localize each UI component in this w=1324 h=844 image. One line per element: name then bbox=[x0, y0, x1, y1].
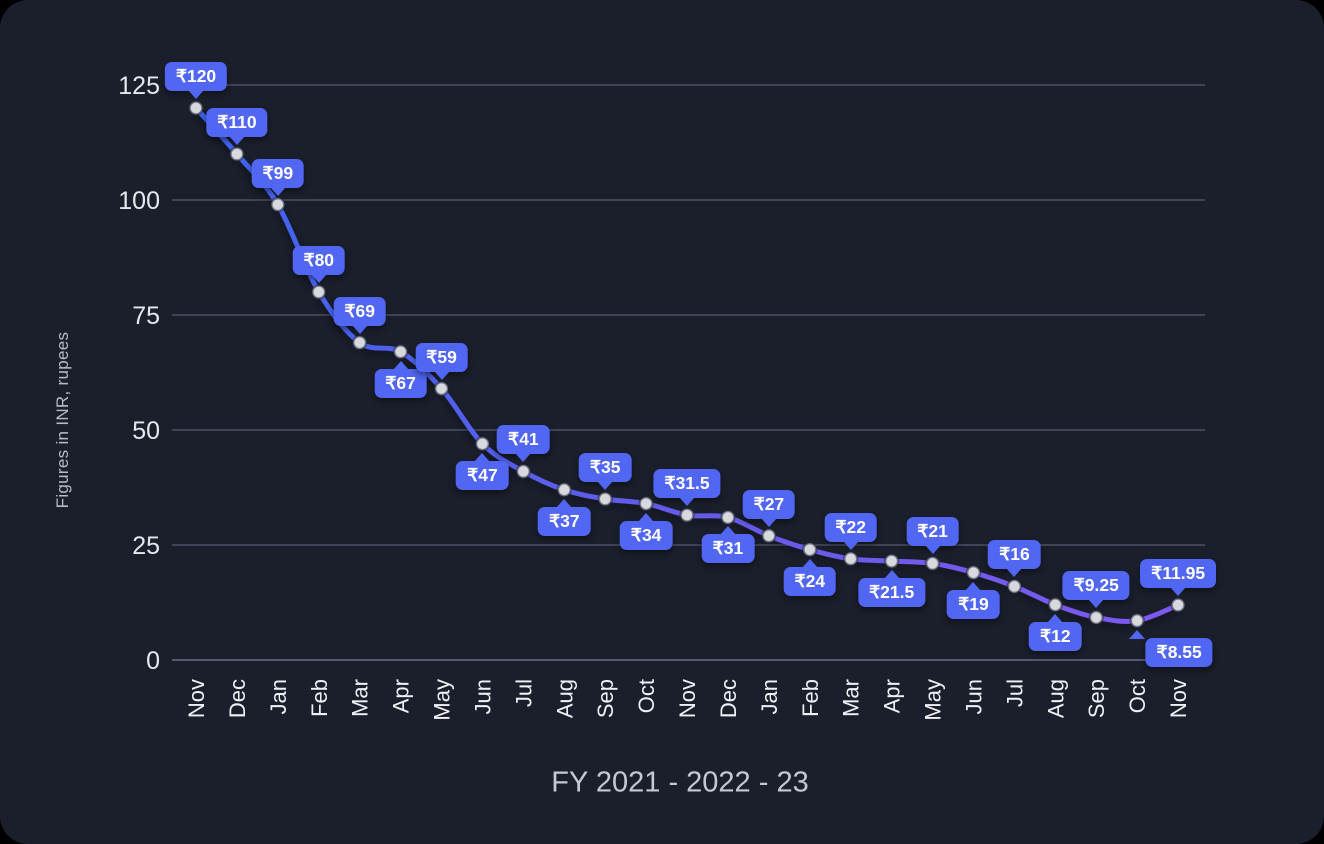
value-label[interactable]: ₹21.5 bbox=[858, 578, 926, 608]
data-point-marker[interactable] bbox=[515, 463, 532, 480]
y-tick-label: 125 bbox=[118, 72, 160, 100]
data-point-marker[interactable] bbox=[188, 100, 204, 116]
y-tick-label: 100 bbox=[118, 187, 160, 215]
value-label[interactable]: ₹35 bbox=[578, 453, 632, 482]
x-tick-label: Jul bbox=[511, 679, 536, 707]
x-tick-label: Aug bbox=[1043, 679, 1068, 718]
value-label[interactable]: ₹69 bbox=[333, 296, 386, 326]
value-label[interactable]: ₹37 bbox=[537, 506, 591, 536]
x-tick-label: Nov bbox=[1166, 679, 1191, 718]
value-label[interactable]: ₹24 bbox=[783, 566, 837, 596]
value-label[interactable]: ₹34 bbox=[619, 520, 673, 550]
data-point-marker[interactable] bbox=[679, 507, 695, 523]
x-tick-label: Apr bbox=[880, 679, 905, 713]
data-point-marker[interactable] bbox=[720, 509, 736, 526]
value-label[interactable]: ₹31 bbox=[701, 534, 755, 564]
x-tick-label: Aug bbox=[552, 679, 577, 718]
data-point-marker[interactable] bbox=[392, 344, 409, 360]
value-label[interactable]: ₹19 bbox=[947, 589, 1000, 619]
data-point-marker[interactable] bbox=[229, 146, 245, 162]
x-tick-label: Jun bbox=[961, 679, 986, 714]
value-label[interactable]: ₹31.5 bbox=[653, 469, 721, 499]
value-label[interactable]: ₹22 bbox=[824, 512, 878, 542]
data-point-marker[interactable] bbox=[1006, 578, 1023, 595]
x-tick-label: Nov bbox=[675, 679, 700, 718]
value-label[interactable]: ₹99 bbox=[251, 158, 305, 188]
data-point-marker[interactable] bbox=[474, 436, 491, 452]
x-tick-label: Dec bbox=[225, 679, 250, 718]
x-tick-label: Mar bbox=[348, 679, 373, 717]
data-point-marker[interactable] bbox=[311, 284, 327, 300]
value-label[interactable]: ₹67 bbox=[374, 368, 427, 398]
data-point-marker[interactable] bbox=[842, 551, 859, 567]
data-point-marker[interactable] bbox=[270, 196, 286, 213]
x-tick-label: Apr bbox=[389, 679, 414, 713]
x-tick-label: Nov bbox=[184, 679, 209, 718]
x-tick-label: Dec bbox=[716, 679, 741, 718]
x-tick-label: Feb bbox=[307, 679, 332, 717]
data-point-marker[interactable] bbox=[638, 495, 654, 512]
data-point-marker[interactable] bbox=[351, 334, 368, 351]
data-point-marker[interactable] bbox=[597, 491, 613, 507]
value-label[interactable]: ₹21 bbox=[906, 517, 959, 547]
x-tick-label: Jan bbox=[266, 679, 291, 714]
y-tick-label: 0 bbox=[146, 647, 160, 675]
value-label[interactable]: ₹16 bbox=[988, 540, 1041, 570]
x-tick-label: Sep bbox=[1084, 679, 1109, 718]
x-tick-label: Jan bbox=[757, 679, 782, 714]
value-label[interactable]: ₹47 bbox=[456, 460, 509, 490]
data-point-marker[interactable] bbox=[965, 564, 982, 581]
data-point-marker[interactable] bbox=[556, 482, 573, 498]
data-point-marker[interactable] bbox=[1129, 612, 1145, 629]
data-point-marker[interactable] bbox=[1088, 609, 1104, 626]
x-tick-label: Sep bbox=[593, 679, 618, 718]
value-label[interactable]: ₹8.55 bbox=[1145, 637, 1213, 667]
value-label[interactable]: ₹120 bbox=[164, 62, 228, 91]
value-label[interactable]: ₹11.95 bbox=[1140, 559, 1217, 589]
value-label[interactable]: ₹80 bbox=[292, 246, 346, 275]
y-tick-label: 75 bbox=[132, 302, 160, 330]
value-label[interactable]: ₹41 bbox=[497, 425, 550, 455]
value-label[interactable]: ₹110 bbox=[206, 108, 268, 137]
data-point-marker[interactable] bbox=[802, 541, 818, 558]
x-tick-label: Oct bbox=[1125, 679, 1150, 713]
value-label[interactable]: ₹59 bbox=[415, 342, 468, 372]
y-tick-label: 50 bbox=[132, 417, 160, 445]
data-point-marker[interactable] bbox=[883, 553, 900, 569]
x-tick-label: May bbox=[430, 679, 455, 721]
data-point-marker[interactable] bbox=[924, 555, 941, 572]
data-point-marker[interactable] bbox=[1047, 597, 1064, 613]
value-label[interactable]: ₹27 bbox=[742, 489, 796, 519]
x-tick-label: Mar bbox=[839, 679, 864, 717]
chart-title: FY 2021 - 2022 - 23 bbox=[551, 766, 809, 799]
data-point-marker[interactable] bbox=[433, 380, 450, 397]
x-tick-label: Feb bbox=[798, 679, 823, 717]
value-label[interactable]: ₹9.25 bbox=[1062, 571, 1130, 601]
value-label[interactable]: ₹12 bbox=[1029, 621, 1082, 651]
y-axis-title: Figures in INR, rupees bbox=[53, 331, 72, 509]
data-point-marker[interactable] bbox=[761, 528, 777, 544]
data-point-marker[interactable] bbox=[1170, 597, 1186, 613]
y-tick-label: 25 bbox=[132, 532, 160, 560]
x-tick-label: May bbox=[921, 679, 946, 721]
x-tick-label: Jul bbox=[1002, 679, 1027, 707]
x-tick-label: Oct bbox=[634, 679, 659, 713]
x-tick-label: Jun bbox=[470, 679, 495, 714]
